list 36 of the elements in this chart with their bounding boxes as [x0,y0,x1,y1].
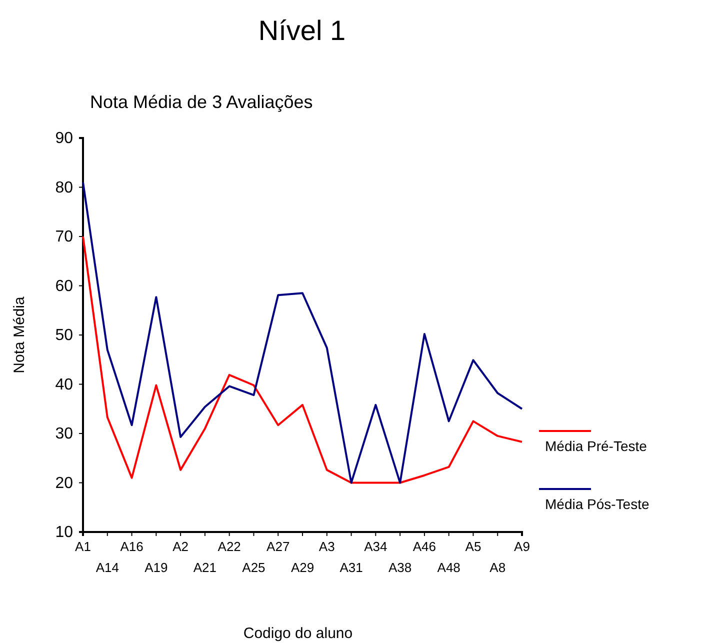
line-series [82,181,523,484]
x-tick-label: A46 [412,539,436,554]
x-tick-label: A27 [266,539,290,554]
y-tick-label: 40 [55,376,74,394]
x-tick-label: A34 [364,539,388,554]
chart-subtitle: Nota Média de 3 Avaliações [90,92,313,112]
x-tick-label: A8 [490,560,506,575]
x-tick-label: A9 [514,539,530,554]
x-tick-label: A31 [340,560,363,575]
x-tick-label: A38 [388,560,412,575]
y-tick-label: 20 [55,474,74,492]
x-tick-label: A25 [242,560,266,575]
x-tick-label: A3 [318,539,335,554]
x-tick-label: A19 [144,560,168,575]
y-axis-title: Nota Média [11,296,28,374]
x-tick-label: A14 [96,560,119,575]
x-tick-label: A22 [218,539,241,554]
y-tick-label: 50 [55,327,74,344]
x-tick-label: A2 [172,539,189,554]
chart-title: Nível 1 [258,15,346,46]
y-tick-label: 60 [55,278,74,295]
x-tick-label: A5 [465,539,482,554]
line-series [82,236,523,484]
legend-label: Média Pré-Teste [545,438,648,454]
x-tick-label: A48 [437,560,460,575]
x-tick-label: A16 [120,539,144,554]
x-tick-label: A21 [193,560,217,575]
y-tick-label: 80 [55,179,74,196]
x-axis-title: Codigo do aluno [243,625,353,642]
y-tick-label: 10 [55,524,74,542]
legend-label: Média Pós-Teste [545,496,650,512]
y-tick-label: 90 [55,130,74,148]
y-tick-label: 30 [55,426,74,443]
y-tick-label: 70 [55,228,74,246]
x-tick-label: A1 [75,539,91,554]
x-tick-label: A29 [290,560,314,575]
